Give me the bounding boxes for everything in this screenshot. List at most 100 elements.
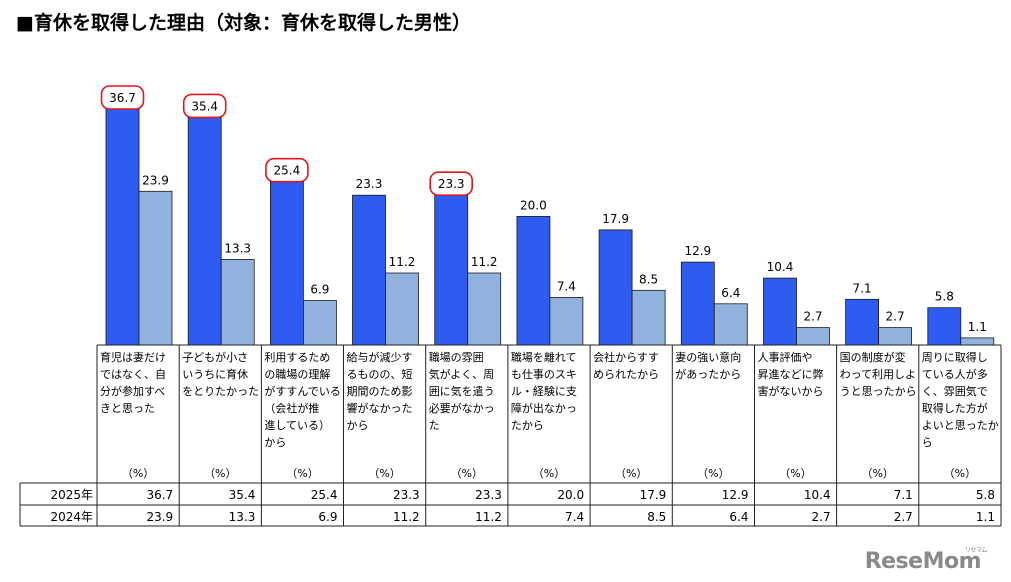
category-label-3-line-0: 給与が減少す bbox=[347, 350, 413, 364]
category-label-5-line-2: ル・経験に支 bbox=[511, 384, 577, 398]
table-cell-2025-8: 10.4 bbox=[804, 488, 831, 502]
unit-label-7: （%） bbox=[697, 467, 729, 480]
category-label-10-line-0: 周りに取得し bbox=[922, 351, 988, 364]
bar-2025-3 bbox=[352, 194, 386, 346]
data-label-2025-7: 12.9 bbox=[684, 244, 711, 258]
category-label-10-line-2: く、雰囲気で bbox=[922, 384, 988, 398]
data-label-2024-6: 8.5 bbox=[639, 272, 658, 286]
bar-2025-10 bbox=[927, 307, 962, 346]
table-cell-2025-5: 20.0 bbox=[557, 488, 584, 502]
resemom-logo: ReseMom リセマム bbox=[864, 547, 988, 574]
bar-2024-0 bbox=[138, 190, 173, 346]
category-label-7-line-1: があったから bbox=[675, 367, 741, 381]
category-label-9-line-1: わって利用しよ bbox=[840, 368, 916, 381]
bar-2024-9 bbox=[878, 327, 912, 346]
category-label-4-line-1: 気がよく、周 bbox=[429, 367, 494, 381]
table-cell-2024-3: 11.2 bbox=[393, 510, 420, 524]
table-cell-2024-1: 13.3 bbox=[229, 510, 256, 524]
row-header-2024: 2024年 bbox=[50, 510, 93, 524]
bar-2025-8 bbox=[763, 277, 797, 346]
bar-2024-3 bbox=[385, 272, 419, 346]
data-label-2025-6: 17.9 bbox=[602, 212, 629, 226]
category-label-5-line-1: も仕事のスキ bbox=[511, 368, 577, 381]
data-label-2025-3: 23.3 bbox=[356, 177, 383, 191]
category-label-3-line-1: るものの、短 bbox=[347, 367, 413, 381]
resemom-logo-text: ReseMom bbox=[864, 549, 982, 574]
data-label-2024-1: 13.3 bbox=[224, 242, 251, 256]
data-label-2024-8: 2.7 bbox=[803, 310, 822, 324]
bar-2024-10 bbox=[960, 337, 995, 346]
data-label-2025-8: 10.4 bbox=[767, 260, 794, 274]
table-cell-2025-0: 36.7 bbox=[146, 488, 173, 502]
unit-label-8: （%） bbox=[779, 467, 811, 480]
table-cell-2024-7: 6.4 bbox=[729, 510, 748, 524]
category-label-4-line-3: 必要がなかっ bbox=[429, 401, 495, 415]
data-label-2025-10: 5.8 bbox=[935, 290, 954, 304]
data-label-2025-4: 23.3 bbox=[438, 177, 465, 191]
unit-label-3: （%） bbox=[368, 467, 400, 480]
unit-label-9: （%） bbox=[861, 467, 893, 480]
table-cell-2024-9: 2.7 bbox=[894, 510, 913, 524]
category-label-6-line-1: められたから bbox=[593, 368, 659, 381]
data-label-2024-5: 7.4 bbox=[557, 279, 576, 293]
data-label-2025-9: 7.1 bbox=[853, 281, 872, 295]
category-label-6-line-0: 会社からすす bbox=[593, 350, 659, 364]
unit-label-10: （%） bbox=[944, 467, 976, 480]
category-label-7-line-0: 妻の強い意向 bbox=[675, 350, 741, 364]
bar-2024-6 bbox=[631, 289, 666, 346]
chart-title: ■育休を取得した理由（対象：育休を取得した男性） bbox=[16, 12, 471, 34]
bar-2024-2 bbox=[302, 300, 337, 346]
data-label-2024-4: 11.2 bbox=[471, 255, 498, 269]
table-cell-2025-9: 7.1 bbox=[894, 488, 913, 502]
category-label-5-line-4: たから bbox=[511, 419, 544, 432]
table-cell-2025-2: 25.4 bbox=[311, 488, 338, 502]
bar-2024-4 bbox=[467, 272, 502, 346]
highlight-box-1 bbox=[182, 93, 227, 119]
table-cell-2025-3: 23.3 bbox=[393, 488, 420, 502]
category-label-3-line-4: から bbox=[347, 419, 369, 432]
unit-label-2: （%） bbox=[286, 467, 318, 480]
category-label-8-line-2: 害がないから bbox=[758, 384, 824, 398]
table-cell-2024-5: 7.4 bbox=[565, 510, 584, 524]
category-label-1-line-0: 子どもが小さ bbox=[182, 350, 248, 364]
category-label-0-line-2: 分が参加すべ bbox=[100, 384, 165, 398]
data-label-2024-7: 6.4 bbox=[721, 286, 740, 300]
data-label-2024-3: 11.2 bbox=[389, 255, 416, 269]
bar-2024-8 bbox=[796, 327, 830, 346]
row-header-2025: 2025年 bbox=[50, 488, 93, 502]
unit-label-0: （%） bbox=[122, 467, 154, 480]
bar-2025-2 bbox=[269, 181, 304, 346]
data-label-2025-0: 36.7 bbox=[109, 91, 136, 105]
table-cell-2024-8: 2.7 bbox=[812, 510, 831, 524]
bar-2024-5 bbox=[549, 296, 584, 346]
highlight-box-2 bbox=[265, 157, 309, 183]
category-label-2-line-0: 利用するため bbox=[264, 351, 330, 364]
data-label-2025-5: 20.0 bbox=[520, 198, 547, 212]
category-label-2-line-3: （会社が推 bbox=[264, 401, 319, 415]
category-label-4-line-0: 職場の雰囲 bbox=[429, 351, 484, 364]
data-label-2024-2: 6.9 bbox=[310, 283, 329, 297]
table-cell-2024-6: 8.5 bbox=[647, 510, 666, 524]
table-cell-2025-1: 35.4 bbox=[229, 488, 256, 502]
category-label-2-line-2: がすすんでいる bbox=[264, 384, 340, 398]
category-label-10-line-4: よいと思ったか bbox=[922, 419, 999, 432]
category-label-4-line-4: た bbox=[429, 419, 440, 432]
category-label-0-line-1: ではなく、自 bbox=[100, 368, 166, 381]
category-label-1-line-2: をとりたかった bbox=[182, 385, 259, 398]
bar-2025-4 bbox=[434, 194, 469, 346]
table-cell-2025-10: 5.8 bbox=[976, 488, 995, 502]
table-cell-2024-0: 23.9 bbox=[146, 510, 173, 524]
category-label-2-line-4: 進している） bbox=[264, 419, 330, 432]
bar-2025-6 bbox=[598, 229, 633, 346]
data-label-2024-9: 2.7 bbox=[886, 310, 905, 324]
category-label-0-line-0: 育児は妻だけ bbox=[100, 350, 166, 364]
bar-2025-1 bbox=[187, 117, 222, 346]
category-label-4-line-2: 囲に気を遣う bbox=[429, 384, 495, 398]
unit-label-1: （%） bbox=[204, 467, 236, 480]
category-label-10-line-5: ら bbox=[922, 436, 933, 449]
bar-2025-9 bbox=[845, 298, 879, 346]
table-cell-2025-6: 17.9 bbox=[640, 488, 667, 502]
category-label-5-line-0: 職場を離れて bbox=[511, 350, 577, 364]
table-cell-2025-4: 23.3 bbox=[475, 488, 502, 502]
